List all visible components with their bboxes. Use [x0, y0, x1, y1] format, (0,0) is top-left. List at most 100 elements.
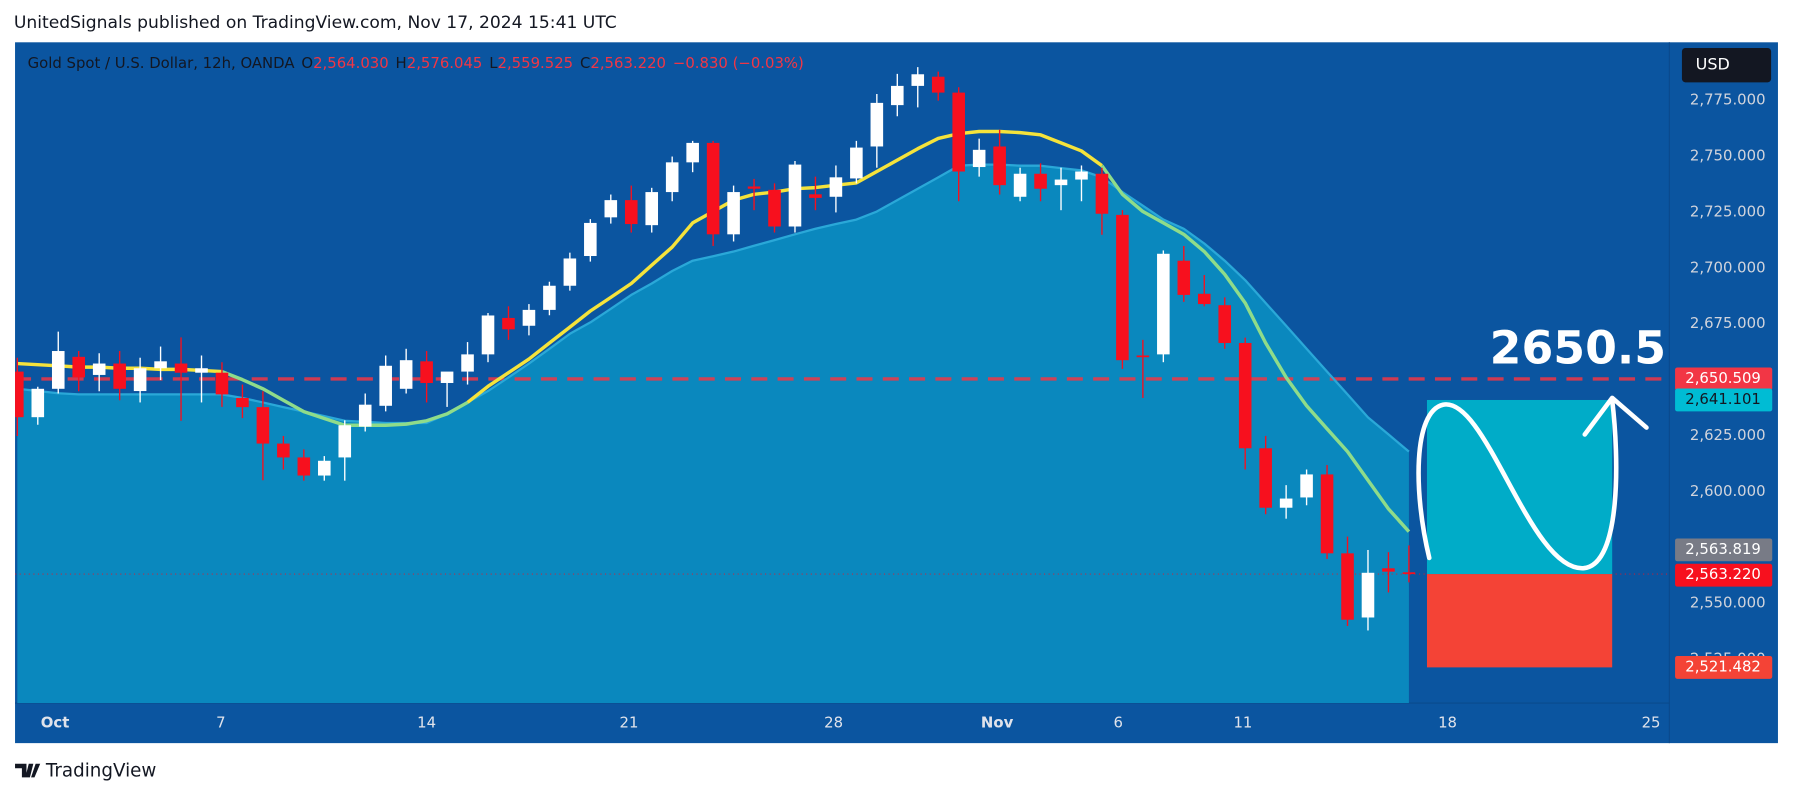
target-zone — [1426, 399, 1613, 575]
candle-body — [1361, 572, 1375, 618]
candle-body — [747, 186, 761, 189]
brand: TradingView — [45, 761, 157, 782]
currency-label: USD — [1696, 55, 1730, 74]
candle-body — [788, 164, 802, 227]
candle-body — [686, 142, 699, 163]
price-badge — [1675, 563, 1773, 587]
candle-body — [379, 365, 392, 406]
candle-body — [1116, 214, 1129, 361]
candle-body — [399, 360, 413, 389]
candle-body — [92, 363, 106, 375]
candle-body — [809, 194, 822, 198]
tradingview-logo: TradingView — [15, 761, 156, 782]
candle-body — [604, 200, 618, 218]
candle-body — [645, 192, 659, 226]
candle-body — [829, 177, 843, 197]
candle-body — [195, 368, 208, 373]
plot-area — [15, 67, 1670, 704]
price-badge-label: 2,650.509 — [1685, 369, 1761, 387]
candle-body — [1075, 171, 1088, 180]
ohlc-value: 2,564.030 — [313, 54, 389, 72]
y-tick-label: 2,600.000 — [1690, 482, 1766, 500]
y-tick-label: 2,675.000 — [1690, 314, 1766, 332]
candle-body — [277, 443, 290, 458]
candle-body — [584, 222, 597, 257]
candle-body — [1197, 293, 1211, 305]
candle-body — [972, 149, 986, 168]
candle-body — [358, 404, 372, 427]
candle-body — [1013, 173, 1027, 197]
candle-body — [768, 189, 781, 227]
price-badge-label: 2,563.220 — [1685, 565, 1761, 583]
y-tick-label: 2,550.000 — [1690, 594, 1766, 612]
candle-body — [522, 309, 536, 326]
candle-body — [420, 361, 433, 383]
currency-box — [1681, 48, 1772, 83]
symbol: Gold Spot / U.S. Dollar, 12h, OANDA — [28, 54, 296, 72]
candle-body — [1259, 448, 1272, 508]
candle-body — [133, 368, 147, 392]
ohlc-prefix: C — [580, 54, 590, 72]
drawn-arrow — [1582, 395, 1649, 437]
candle-body — [15, 371, 24, 418]
candle-body — [338, 425, 352, 458]
x-tick-label: 18 — [1438, 714, 1457, 732]
candle-body — [993, 146, 1006, 186]
ma-line — [17, 163, 1410, 453]
drawn-curve — [1416, 397, 1619, 571]
price-badge — [1675, 367, 1773, 391]
candle-body — [665, 162, 679, 193]
candle-body — [236, 397, 249, 408]
price-badge — [1675, 538, 1773, 562]
symbol-legend: Gold Spot / U.S. Dollar, 12h, OANDA O2,56… — [28, 54, 804, 72]
candle-body — [891, 85, 904, 106]
ohlc-value: 2,559.525 — [498, 54, 574, 72]
candle-body — [215, 372, 229, 395]
candle-body — [1095, 173, 1109, 214]
candle-body — [727, 192, 740, 235]
price-badge — [1675, 388, 1773, 412]
candle-body — [624, 200, 638, 225]
y-tick-label: 2,750.000 — [1690, 147, 1766, 165]
candle-body — [1054, 179, 1068, 186]
candle-body — [1157, 253, 1170, 355]
candle-body — [1034, 173, 1047, 189]
candle-body — [31, 388, 45, 418]
ohlc-value: 2,563.220 — [590, 54, 666, 72]
ohlc-value: 2,576.045 — [407, 54, 483, 72]
candle-body — [318, 460, 331, 476]
candle-body — [850, 147, 863, 179]
price-badge-label: 2,521.482 — [1685, 657, 1761, 675]
candle-body — [1218, 305, 1232, 343]
candle-body — [911, 74, 925, 86]
ma-area — [17, 164, 1409, 704]
candle-body — [952, 92, 965, 172]
candle-body — [174, 363, 188, 373]
price-badge-label: 2,641.101 — [1685, 390, 1761, 408]
x-tick-label: 7 — [216, 714, 225, 732]
candle-body — [113, 363, 126, 389]
x-tick-label: 21 — [620, 714, 639, 732]
candle-body — [1341, 553, 1354, 620]
annotation: 2650.5 — [1490, 321, 1666, 374]
candle-body — [706, 142, 720, 235]
candle-body — [1279, 498, 1293, 508]
candle-body — [1300, 474, 1313, 498]
change: −0.830 (−0.03%) — [673, 54, 804, 72]
y-tick-label: 2,625.000 — [1690, 426, 1766, 444]
y-tick-label: 2,725.000 — [1690, 202, 1766, 220]
y-tick-label: 2,700.000 — [1690, 258, 1766, 276]
x-tick-label: 6 — [1114, 714, 1123, 732]
x-tick-label: 11 — [1233, 714, 1252, 732]
candle-body — [870, 102, 884, 147]
stop-zone — [1426, 574, 1613, 668]
x-tick-label: 28 — [824, 714, 843, 732]
x-tick-label: Nov — [981, 714, 1014, 732]
price-badge — [1675, 655, 1773, 679]
price-badge-label: 2,563.819 — [1685, 540, 1761, 558]
candle-body — [256, 407, 270, 444]
candle-body — [72, 356, 86, 378]
candle-body — [1382, 568, 1395, 572]
